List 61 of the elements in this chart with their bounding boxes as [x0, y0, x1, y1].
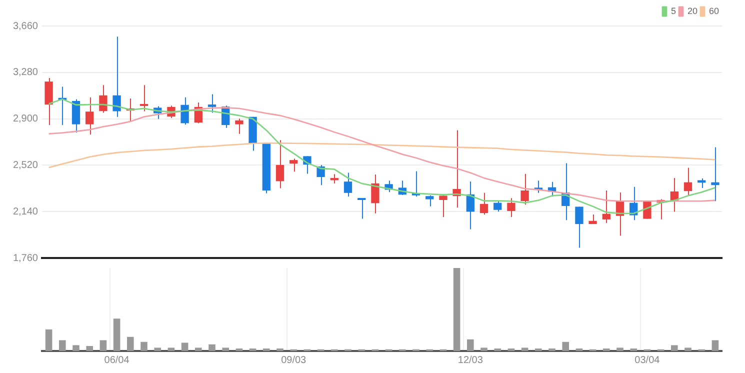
- candlestick: [426, 194, 434, 207]
- y-tick-label: 3,660: [12, 20, 38, 32]
- candlestick: [575, 206, 584, 248]
- candlestick: [208, 94, 216, 114]
- x-tick-label: 12/03: [458, 354, 484, 366]
- candlestick: [112, 36, 121, 118]
- bar: [616, 348, 624, 351]
- bar: [86, 346, 93, 351]
- bar: [562, 342, 569, 351]
- candlestick: [494, 200, 502, 212]
- candlestick: [276, 140, 284, 189]
- x-tick-label: 06/04: [104, 354, 130, 366]
- candlestick: [602, 190, 610, 224]
- y-tick-label: 2,520: [12, 160, 38, 171]
- bar: [208, 344, 216, 351]
- bar: [100, 340, 107, 351]
- candlestick: [44, 78, 53, 126]
- bar: [127, 336, 134, 351]
- y-tick-label: 3,280: [12, 67, 38, 78]
- bar: [521, 348, 528, 351]
- bar: [671, 345, 678, 351]
- bar: [453, 268, 460, 351]
- bar: [222, 348, 229, 351]
- bar: [684, 348, 692, 351]
- candlestick: [480, 192, 488, 216]
- candlestick: [72, 98, 80, 133]
- candlestick: [235, 118, 244, 134]
- bar: [154, 348, 161, 351]
- x-tick-label: 03/04: [634, 354, 660, 366]
- bar: [45, 329, 52, 351]
- candlestick: [140, 84, 148, 112]
- bar: [140, 342, 148, 351]
- bar: [712, 340, 719, 351]
- candlestick: [698, 178, 706, 189]
- candlestick: [684, 167, 692, 196]
- candlestick: [99, 84, 108, 114]
- candlestick: [86, 96, 94, 136]
- bar: [59, 340, 66, 351]
- bar: [195, 348, 202, 351]
- bar: [72, 345, 80, 351]
- candlestick: [358, 198, 366, 220]
- candlestick: [507, 198, 516, 218]
- legend-label: 60: [708, 6, 720, 16]
- bar: [168, 348, 175, 351]
- candlestick: [371, 174, 380, 214]
- y-tick-label: 2,140: [12, 206, 38, 218]
- y-tick-label: 2,900: [12, 114, 38, 125]
- candlestick: [180, 96, 189, 126]
- bar: [181, 342, 188, 351]
- legend-label: 5: [670, 6, 676, 16]
- candlestick: [344, 172, 352, 197]
- candlestick: [439, 195, 448, 218]
- candlestick: [520, 173, 529, 206]
- y-tick-label: 1,760: [12, 252, 38, 264]
- bar: [480, 348, 488, 351]
- legend-label: 20: [687, 6, 698, 16]
- bar: [467, 339, 474, 351]
- bar: [113, 318, 120, 351]
- x-tick-label: 09/03: [281, 354, 307, 366]
- candlestick: [290, 158, 298, 172]
- candlestick: [711, 146, 720, 202]
